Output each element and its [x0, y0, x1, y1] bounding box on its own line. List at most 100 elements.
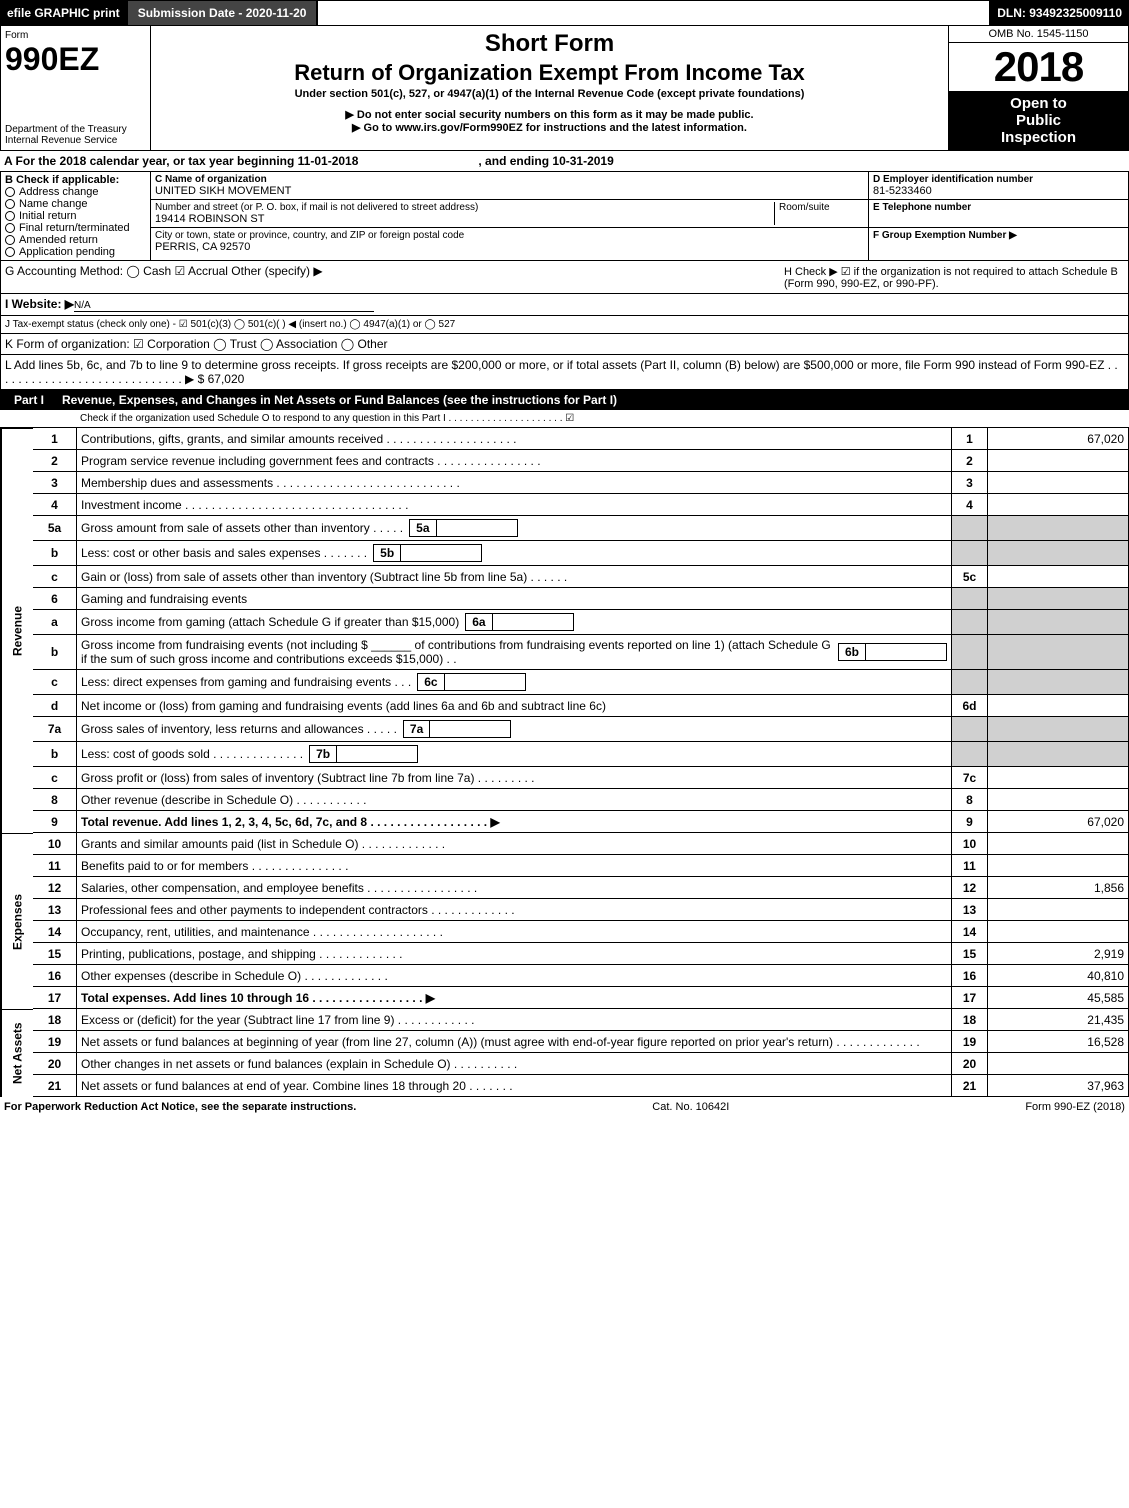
row-description: Other changes in net assets or fund bala…	[77, 1053, 952, 1075]
line-number-cell: 8	[952, 789, 988, 811]
efile-label[interactable]: efile GRAPHIC print	[0, 0, 127, 26]
dept-line2: Internal Revenue Service	[5, 135, 146, 146]
line-number-cell	[952, 516, 988, 541]
line-number-cell: 16	[952, 965, 988, 987]
amount-cell	[988, 717, 1128, 742]
line-number-cell	[952, 541, 988, 566]
b-opt-3[interactable]: Final return/terminated	[5, 222, 146, 234]
line-number-cell	[952, 610, 988, 635]
city-state-zip: PERRIS, CA 92570	[155, 241, 864, 253]
amount-cell	[988, 899, 1128, 921]
row-description: Total revenue. Add lines 1, 2, 3, 4, 5c,…	[77, 811, 952, 833]
form-word: Form	[5, 30, 146, 41]
row-description: Salaries, other compensation, and employ…	[77, 877, 952, 899]
b-header: B Check if applicable:	[5, 174, 146, 186]
dept-line1: Department of the Treasury	[5, 124, 146, 135]
row-description: Grants and similar amounts paid (list in…	[77, 833, 952, 855]
row-number: 19	[33, 1031, 77, 1053]
link-line[interactable]: ▶ Go to www.irs.gov/Form990EZ for instru…	[159, 121, 940, 134]
row-description: Gross amount from sale of assets other t…	[77, 516, 952, 541]
line-number-cell	[952, 717, 988, 742]
b-opt-2[interactable]: Initial return	[5, 210, 146, 222]
amount-cell	[988, 541, 1128, 566]
section-b: B Check if applicable: Address change Na…	[1, 172, 151, 260]
row-number: b	[33, 635, 77, 670]
row-number: 11	[33, 855, 77, 877]
row-number: 18	[33, 1009, 77, 1031]
row-number: 15	[33, 943, 77, 965]
line-number-cell: 2	[952, 450, 988, 472]
open-to-public-box: Open to Public Inspection	[949, 91, 1128, 150]
row-description: Net assets or fund balances at end of ye…	[77, 1075, 952, 1097]
submission-date: Submission Date - 2020-11-20	[127, 0, 318, 26]
header-mid: Short Form Return of Organization Exempt…	[151, 26, 948, 150]
row-description: Net income or (loss) from gaming and fun…	[77, 695, 952, 717]
row-description: Professional fees and other payments to …	[77, 899, 952, 921]
header-right: OMB No. 1545-1150 2018 Open to Public In…	[948, 26, 1128, 150]
line-number-cell: 21	[952, 1075, 988, 1097]
sub-box: 6c	[417, 673, 525, 691]
a-line: A For the 2018 calendar year, or tax yea…	[0, 151, 1129, 172]
row-number: 10	[33, 833, 77, 855]
lines-g-to-l: G Accounting Method: ◯ Cash ☑ Accrual Ot…	[0, 261, 1129, 390]
h-line: H Check ▶ ☑ if the organization is not r…	[784, 265, 1124, 290]
row-description: Gross income from gaming (attach Schedul…	[77, 610, 952, 635]
row-number: 7a	[33, 717, 77, 742]
line-number-cell: 1	[952, 428, 988, 450]
row-number: c	[33, 670, 77, 695]
line-number-cell: 6d	[952, 695, 988, 717]
a-line-text: A For the 2018 calendar year, or tax yea…	[4, 154, 358, 168]
row-description: Net assets or fund balances at beginning…	[77, 1031, 952, 1053]
open-line2: Public	[953, 112, 1124, 129]
row-number: 16	[33, 965, 77, 987]
amount-cell: 67,020	[988, 428, 1128, 450]
part1-table: Revenue1Contributions, gifts, grants, an…	[0, 428, 1129, 1097]
amount-cell	[988, 610, 1128, 635]
topbar: efile GRAPHIC print Submission Date - 20…	[0, 0, 1129, 26]
part1-header: Part I Revenue, Expenses, and Changes in…	[0, 390, 1129, 410]
line-number-cell: 9	[952, 811, 988, 833]
section-sidebar: Expenses	[1, 833, 33, 1009]
line-number-cell	[952, 588, 988, 610]
line-number-cell	[952, 742, 988, 767]
amount-cell	[988, 855, 1128, 877]
form-number: 990EZ	[5, 41, 146, 78]
dln-label: DLN: 93492325009110	[990, 0, 1129, 26]
row-description: Occupancy, rent, utilities, and maintena…	[77, 921, 952, 943]
b-opt-0[interactable]: Address change	[5, 186, 146, 198]
amount-cell: 16,528	[988, 1031, 1128, 1053]
amount-cell	[988, 1053, 1128, 1075]
line-number-cell: 11	[952, 855, 988, 877]
row-description: Excess or (deficit) for the year (Subtra…	[77, 1009, 952, 1031]
row-number: c	[33, 566, 77, 588]
row-description: Other expenses (describe in Schedule O) …	[77, 965, 952, 987]
website-value: N/A	[74, 300, 374, 312]
row-description: Gross income from fundraising events (no…	[77, 635, 952, 670]
row-description: Less: cost or other basis and sales expe…	[77, 541, 952, 566]
amount-cell	[988, 789, 1128, 811]
tax-year: 2018	[949, 43, 1128, 91]
row-description: Gross profit or (loss) from sales of inv…	[77, 767, 952, 789]
sub-box: 6b	[838, 643, 947, 661]
section-d-e-f: D Employer identification number 81-5233…	[868, 172, 1128, 260]
line-number-cell: 14	[952, 921, 988, 943]
row-description: Benefits paid to or for members . . . . …	[77, 855, 952, 877]
section-sidebar: Net Assets	[1, 1009, 33, 1097]
org-name: UNITED SIKH MOVEMENT	[155, 185, 864, 197]
k-line: K Form of organization: ☑ Corporation ◯ …	[1, 334, 1128, 355]
sub-box: 7a	[403, 720, 511, 738]
part1-title: Revenue, Expenses, and Changes in Net As…	[62, 393, 617, 407]
warn-line: ▶ Do not enter social security numbers o…	[159, 108, 940, 121]
amount-cell: 45,585	[988, 987, 1128, 1009]
b-opt-1[interactable]: Name change	[5, 198, 146, 210]
line-number-cell: 15	[952, 943, 988, 965]
line-number-cell: 7c	[952, 767, 988, 789]
row-number: 3	[33, 472, 77, 494]
c-name-label: C Name of organization	[155, 174, 864, 185]
row-number: 14	[33, 921, 77, 943]
omb-number: OMB No. 1545-1150	[949, 26, 1128, 43]
row-number: a	[33, 610, 77, 635]
b-opt-4[interactable]: Amended return	[5, 234, 146, 246]
row-number: 5a	[33, 516, 77, 541]
b-opt-5[interactable]: Application pending	[5, 246, 146, 258]
